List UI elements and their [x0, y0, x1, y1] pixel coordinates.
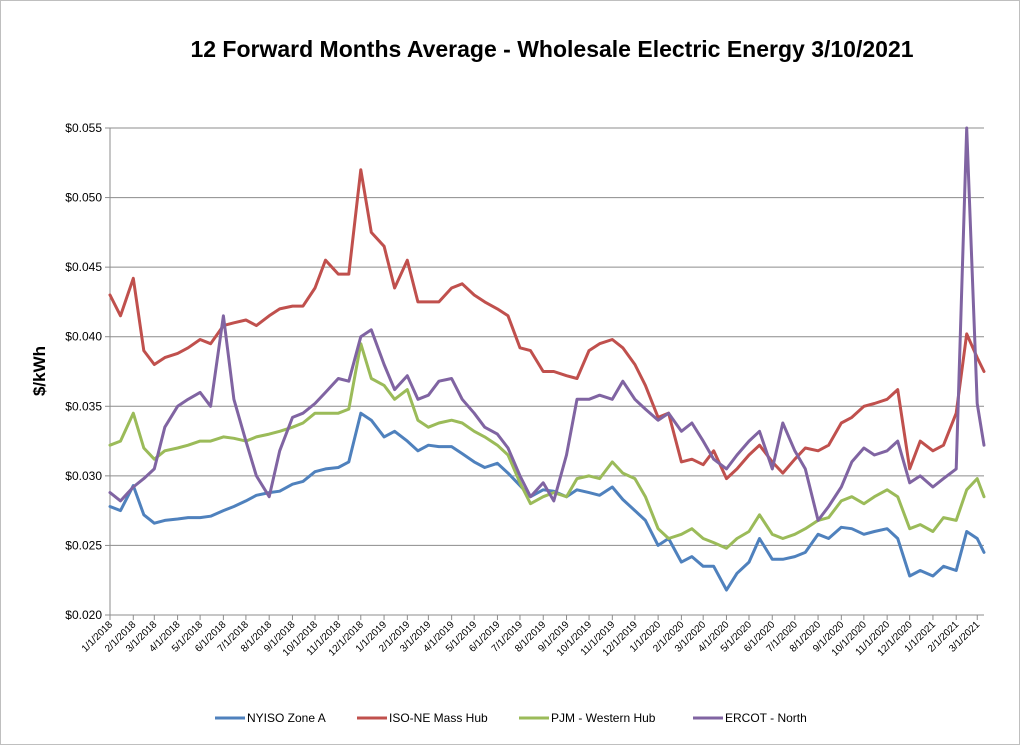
gridlines [109, 127, 984, 616]
x-axis-ticks: 1/1/20182/1/20183/1/20184/1/20185/1/2018… [80, 615, 983, 659]
y-tick-label: $0.025 [65, 538, 102, 552]
y-tick-label: $0.030 [65, 469, 102, 483]
y-tick-label: $0.020 [65, 608, 102, 622]
y-tick-label: $0.050 [65, 191, 102, 205]
y-tick-label: $0.035 [65, 399, 102, 413]
legend-label: ISO-NE Mass Hub [389, 711, 488, 725]
legend-label: PJM - Western Hub [551, 711, 656, 725]
y-axis-label: $/kWh [30, 346, 49, 396]
chart-title: 12 Forward Months Average - Wholesale El… [190, 36, 914, 62]
y-tick-label: $0.055 [65, 121, 102, 135]
legend-label: ERCOT - North [725, 711, 807, 725]
y-axis-ticks: $0.020 $0.025 $0.030 $0.035 $0.040 $0.045 $0.0… [65, 121, 110, 622]
y-tick-label: $0.045 [65, 260, 102, 274]
series-lines [108, 126, 986, 592]
legend: NYISO Zone A ISO-NE Mass Hub PJM - Western… [215, 711, 807, 725]
series-line-3 [108, 126, 986, 522]
series-line-1 [108, 168, 986, 481]
y-tick-label: $0.040 [65, 330, 102, 344]
series-line-2 [108, 342, 986, 550]
legend-label: NYISO Zone A [247, 711, 326, 725]
